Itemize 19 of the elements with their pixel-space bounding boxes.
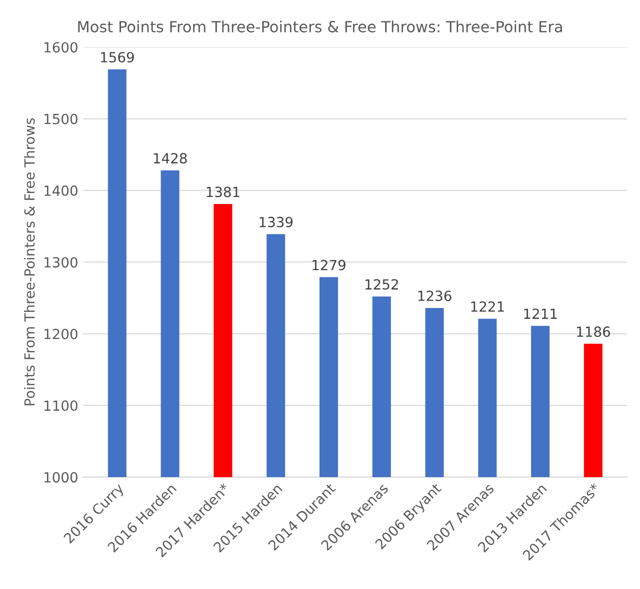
- y-tick-label: 1200: [44, 328, 78, 340]
- data-label: 1279: [312, 260, 346, 270]
- data-label: 1569: [101, 52, 134, 62]
- y-tick-label: 1600: [44, 42, 78, 53]
- y-tick-label: 1100: [44, 400, 78, 411]
- data-label: 1252: [366, 279, 398, 290]
- y-tick-label: 1000: [44, 472, 78, 483]
- data-label: 1211: [524, 308, 557, 319]
- chart-title: Most Points From Three-Pointers & Free Throws: Three-Point Era: [78, 20, 562, 32]
- data-label: 1428: [154, 153, 187, 164]
- y-tick-label: 1400: [44, 185, 78, 196]
- data-label: 1221: [471, 301, 504, 312]
- y-tick-label: 1300: [44, 257, 78, 268]
- y-tick-label: 1500: [44, 114, 78, 124]
- y-axis-title: Points From Three-Pointers & Free Throws: [24, 118, 35, 406]
- data-label: 1236: [418, 290, 452, 302]
- data-label: 1186: [577, 326, 610, 337]
- data-label: 1381: [206, 186, 240, 198]
- data-label: 1339: [260, 216, 293, 228]
